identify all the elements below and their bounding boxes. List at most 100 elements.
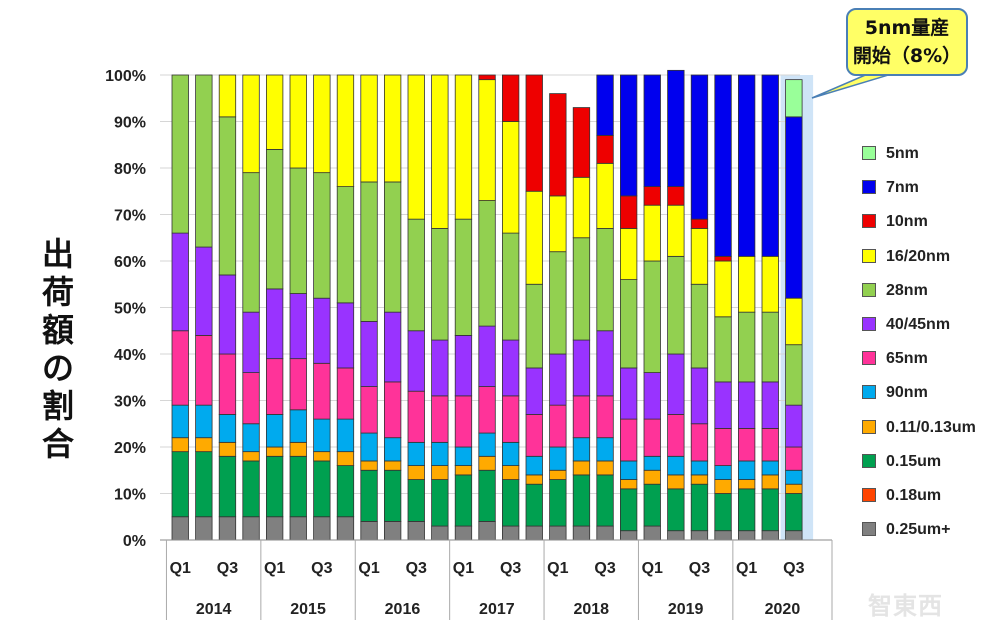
annotation-callout: 5nm量産 開始（8%） bbox=[846, 8, 968, 76]
bar-segment bbox=[738, 381, 756, 429]
bar-segment bbox=[761, 427, 779, 462]
bar-segment bbox=[761, 255, 779, 313]
bar-segment bbox=[643, 418, 661, 457]
bar-segment bbox=[171, 437, 189, 453]
bar-segment bbox=[454, 395, 473, 448]
bar-segment bbox=[596, 330, 614, 397]
bar-segment bbox=[525, 474, 543, 485]
y-tick-label: 60% bbox=[114, 254, 146, 271]
legend-label: 28nm bbox=[886, 281, 928, 299]
x-quarter-label: Q1 bbox=[736, 560, 757, 577]
x-year-label: 2019 bbox=[668, 601, 704, 618]
bar-segment bbox=[785, 344, 803, 406]
bar-segment bbox=[383, 460, 402, 471]
bar-segment bbox=[360, 469, 378, 522]
legend-label: 0.11/0.13um bbox=[886, 418, 976, 436]
bar-segment bbox=[195, 404, 213, 439]
bar-segment bbox=[643, 525, 661, 541]
bar-segment bbox=[761, 488, 779, 532]
x-quarter-label: Q1 bbox=[358, 560, 379, 577]
bar-segment bbox=[596, 395, 614, 439]
bar-segment bbox=[383, 311, 402, 383]
bar-segment bbox=[218, 441, 237, 457]
y-tick-label: 40% bbox=[114, 347, 146, 364]
bar-segment bbox=[360, 181, 378, 322]
bar-segment bbox=[478, 386, 496, 434]
bar-segment bbox=[549, 195, 567, 253]
bar-segment bbox=[218, 516, 237, 541]
bar-segment bbox=[667, 474, 685, 490]
bar-segment bbox=[785, 469, 803, 485]
legend-swatch bbox=[862, 282, 876, 297]
x-quarter-label: Q3 bbox=[594, 560, 615, 577]
x-quarter-label: Q3 bbox=[406, 560, 427, 577]
bar-segment bbox=[572, 525, 591, 541]
bar-segment bbox=[690, 228, 709, 285]
bar-segment bbox=[761, 474, 779, 490]
bar-segment bbox=[171, 516, 189, 541]
bar-segment bbox=[620, 279, 638, 369]
x-year-label: 2017 bbox=[479, 601, 515, 618]
bar-segment bbox=[620, 479, 638, 490]
bar-segment bbox=[761, 381, 779, 429]
bar-segment bbox=[478, 79, 496, 201]
bar-segment bbox=[407, 330, 425, 392]
bar-segment bbox=[690, 367, 709, 425]
bar-segment bbox=[265, 455, 284, 518]
bar-segment bbox=[714, 479, 732, 494]
legend-swatch bbox=[862, 248, 876, 263]
bar-segment bbox=[336, 74, 355, 187]
legend-label: 7nm bbox=[886, 179, 919, 197]
legend-label: 5nm bbox=[886, 145, 919, 162]
bar-segment bbox=[501, 74, 520, 122]
x-year-label: 2020 bbox=[765, 601, 801, 618]
bar-segment bbox=[242, 516, 260, 541]
bar-segment bbox=[171, 330, 189, 406]
legend-swatch bbox=[862, 351, 876, 366]
bar-segment bbox=[501, 525, 520, 541]
bar-segment bbox=[643, 260, 661, 373]
bar-segment bbox=[407, 218, 425, 332]
bar-segment bbox=[572, 437, 591, 462]
bar-segment bbox=[383, 521, 402, 541]
y-axis-title-char: 額 bbox=[41, 311, 74, 349]
bar-segment bbox=[690, 74, 709, 220]
bar-segment bbox=[596, 460, 614, 476]
bar-segment bbox=[313, 297, 331, 364]
bar-segment bbox=[620, 367, 638, 420]
bar-segment bbox=[242, 423, 260, 453]
bar-segment bbox=[195, 246, 213, 336]
bar-segment bbox=[431, 441, 449, 467]
bar-segment bbox=[407, 74, 425, 220]
bar-segment bbox=[690, 218, 709, 229]
y-axis-title-char: 荷 bbox=[41, 273, 74, 311]
y-axis-title-char: 割 bbox=[41, 387, 74, 425]
legend-swatch bbox=[862, 317, 876, 331]
bar-segment bbox=[336, 186, 355, 304]
bar-segment bbox=[265, 414, 284, 448]
bar-segment bbox=[242, 460, 260, 518]
y-tick-label: 90% bbox=[114, 115, 146, 132]
legend-swatch bbox=[862, 453, 876, 468]
bar-segment bbox=[667, 488, 685, 532]
bar-segment bbox=[620, 460, 638, 480]
bar-segment bbox=[431, 479, 449, 527]
bar-segment bbox=[313, 451, 331, 462]
bar-segment bbox=[478, 455, 496, 471]
bar-segment bbox=[572, 395, 591, 439]
bar-segment bbox=[549, 404, 567, 448]
x-year-label: 2015 bbox=[290, 601, 326, 618]
bar-segment bbox=[549, 446, 567, 471]
bar-segment bbox=[431, 74, 449, 229]
y-axis-title: 出荷額の割合 bbox=[38, 235, 78, 463]
y-axis-title-char: の bbox=[41, 349, 74, 387]
bar-segment bbox=[360, 460, 378, 471]
bar-segment bbox=[289, 167, 307, 294]
bar-segment bbox=[596, 74, 614, 136]
bar-segment bbox=[549, 93, 567, 197]
bar-segment bbox=[289, 358, 307, 411]
bar-segment bbox=[690, 283, 709, 369]
bar-segment bbox=[501, 339, 520, 397]
legend-swatch bbox=[862, 385, 876, 400]
bar-segment bbox=[431, 228, 449, 341]
